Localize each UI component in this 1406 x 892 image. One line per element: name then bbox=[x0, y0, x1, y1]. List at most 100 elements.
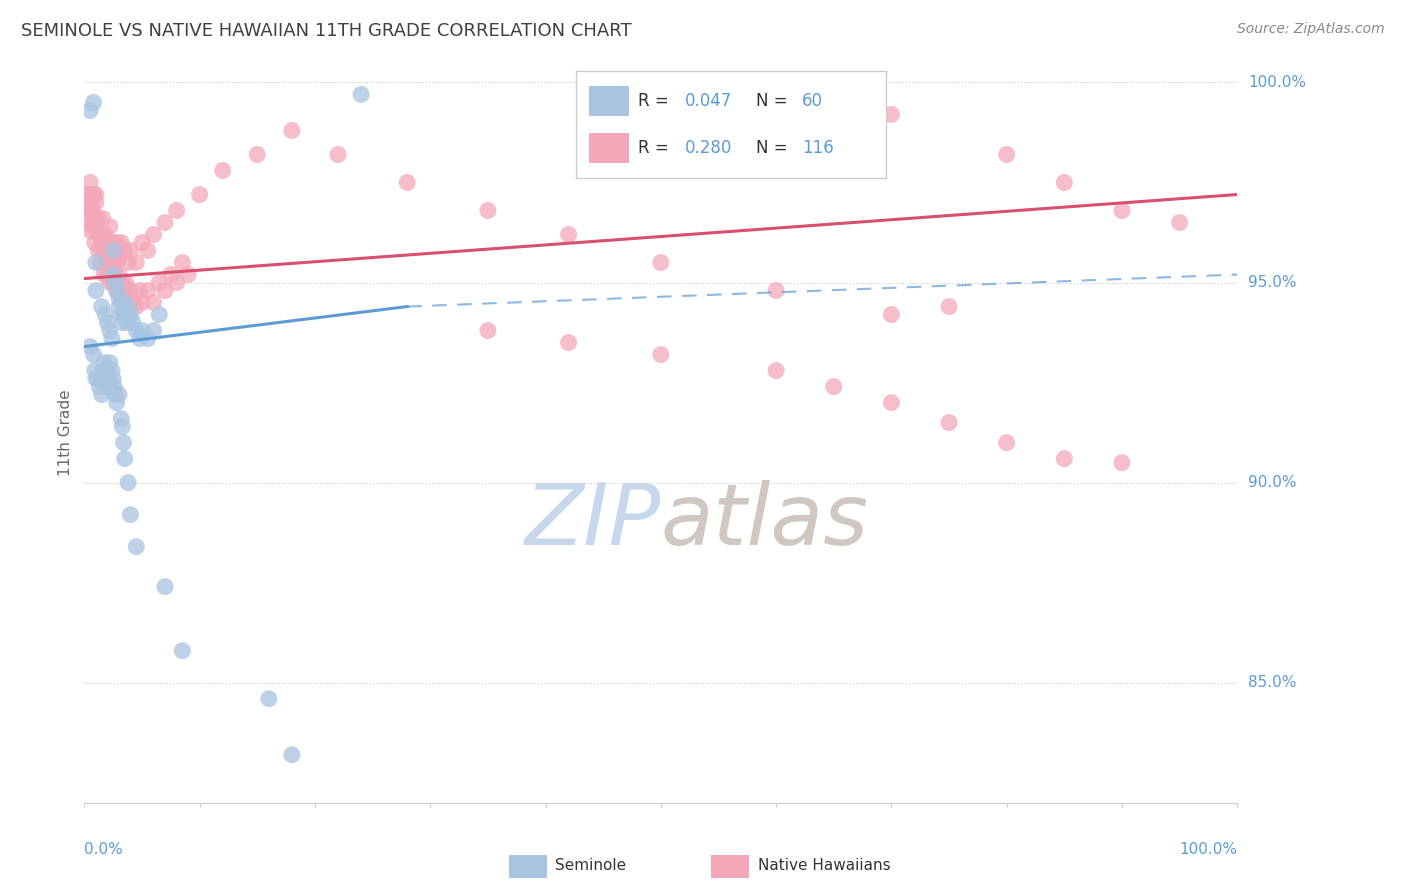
Point bbox=[650, 348, 672, 362]
Point bbox=[131, 235, 153, 250]
Point bbox=[98, 355, 121, 369]
Point bbox=[110, 235, 132, 250]
Point bbox=[153, 580, 176, 594]
Point bbox=[79, 223, 101, 237]
Point bbox=[823, 83, 845, 97]
Point bbox=[557, 335, 579, 350]
Point bbox=[160, 268, 183, 282]
Point bbox=[101, 244, 124, 258]
Text: 0.280: 0.280 bbox=[685, 139, 733, 157]
Point bbox=[148, 308, 170, 322]
Point bbox=[90, 300, 112, 314]
Point bbox=[326, 147, 349, 161]
Point bbox=[765, 284, 787, 298]
Point bbox=[83, 211, 105, 226]
Text: 95.0%: 95.0% bbox=[1249, 275, 1296, 290]
Text: 90.0%: 90.0% bbox=[1249, 475, 1296, 490]
Point bbox=[103, 371, 124, 385]
Text: Native Hawaiians: Native Hawaiians bbox=[758, 858, 890, 872]
Point bbox=[90, 387, 112, 401]
Point bbox=[1053, 176, 1076, 190]
Point bbox=[98, 324, 121, 338]
Point bbox=[96, 244, 118, 258]
Point bbox=[93, 268, 115, 282]
Point bbox=[96, 363, 118, 377]
Point bbox=[87, 371, 110, 385]
Point bbox=[101, 332, 124, 346]
Point bbox=[82, 203, 104, 218]
Point bbox=[84, 211, 107, 226]
Point bbox=[98, 219, 121, 234]
Point bbox=[84, 187, 107, 202]
Point bbox=[114, 451, 136, 466]
Point bbox=[77, 215, 100, 229]
Point bbox=[91, 244, 114, 258]
Bar bbox=[711, 855, 749, 878]
Point bbox=[82, 219, 104, 234]
Text: 60: 60 bbox=[803, 93, 824, 111]
Point bbox=[108, 284, 131, 298]
Point bbox=[104, 276, 127, 290]
Point bbox=[136, 332, 159, 346]
Point bbox=[211, 163, 233, 178]
Point bbox=[98, 276, 121, 290]
Text: 0.047: 0.047 bbox=[685, 93, 733, 111]
Point bbox=[938, 300, 960, 314]
Point bbox=[105, 284, 128, 298]
Point bbox=[136, 244, 159, 258]
Point bbox=[880, 107, 903, 121]
Point bbox=[823, 379, 845, 393]
Point bbox=[557, 227, 579, 242]
Point bbox=[105, 235, 128, 250]
Point bbox=[121, 295, 143, 310]
Point bbox=[350, 87, 373, 102]
Point bbox=[166, 276, 188, 290]
Point bbox=[131, 324, 153, 338]
Point bbox=[111, 276, 134, 290]
Point bbox=[103, 379, 125, 393]
Point bbox=[84, 195, 107, 210]
Text: N =: N = bbox=[756, 139, 793, 157]
Point bbox=[91, 211, 114, 226]
Point bbox=[128, 284, 150, 298]
Point bbox=[125, 300, 148, 314]
Point bbox=[110, 292, 132, 306]
Point bbox=[103, 255, 125, 269]
Point bbox=[117, 255, 139, 269]
Point bbox=[108, 292, 131, 306]
Point bbox=[172, 255, 194, 269]
Point bbox=[94, 252, 117, 266]
Point bbox=[105, 284, 128, 298]
Text: R =: R = bbox=[638, 139, 675, 157]
Point bbox=[477, 203, 499, 218]
Point bbox=[96, 316, 118, 330]
Bar bbox=[589, 87, 628, 116]
Point bbox=[1111, 203, 1133, 218]
Point bbox=[76, 187, 98, 202]
Point bbox=[142, 227, 165, 242]
Point bbox=[79, 103, 101, 118]
Point bbox=[117, 300, 139, 314]
Point bbox=[128, 332, 150, 346]
Point bbox=[115, 316, 138, 330]
Point bbox=[120, 284, 142, 298]
Point bbox=[101, 235, 124, 250]
Point bbox=[108, 300, 131, 314]
Point bbox=[125, 540, 148, 554]
Point bbox=[108, 268, 131, 282]
Point bbox=[101, 363, 124, 377]
Point bbox=[89, 227, 111, 242]
Point bbox=[120, 308, 142, 322]
Text: 100.0%: 100.0% bbox=[1180, 842, 1237, 856]
Point bbox=[148, 276, 170, 290]
Point bbox=[938, 416, 960, 430]
Text: Source: ZipAtlas.com: Source: ZipAtlas.com bbox=[1237, 22, 1385, 37]
Point bbox=[281, 747, 304, 762]
Point bbox=[87, 244, 110, 258]
Text: atlas: atlas bbox=[661, 480, 869, 563]
Point bbox=[104, 387, 127, 401]
Bar bbox=[509, 855, 547, 878]
Point bbox=[112, 295, 135, 310]
Point bbox=[120, 508, 142, 522]
Point bbox=[84, 371, 107, 385]
